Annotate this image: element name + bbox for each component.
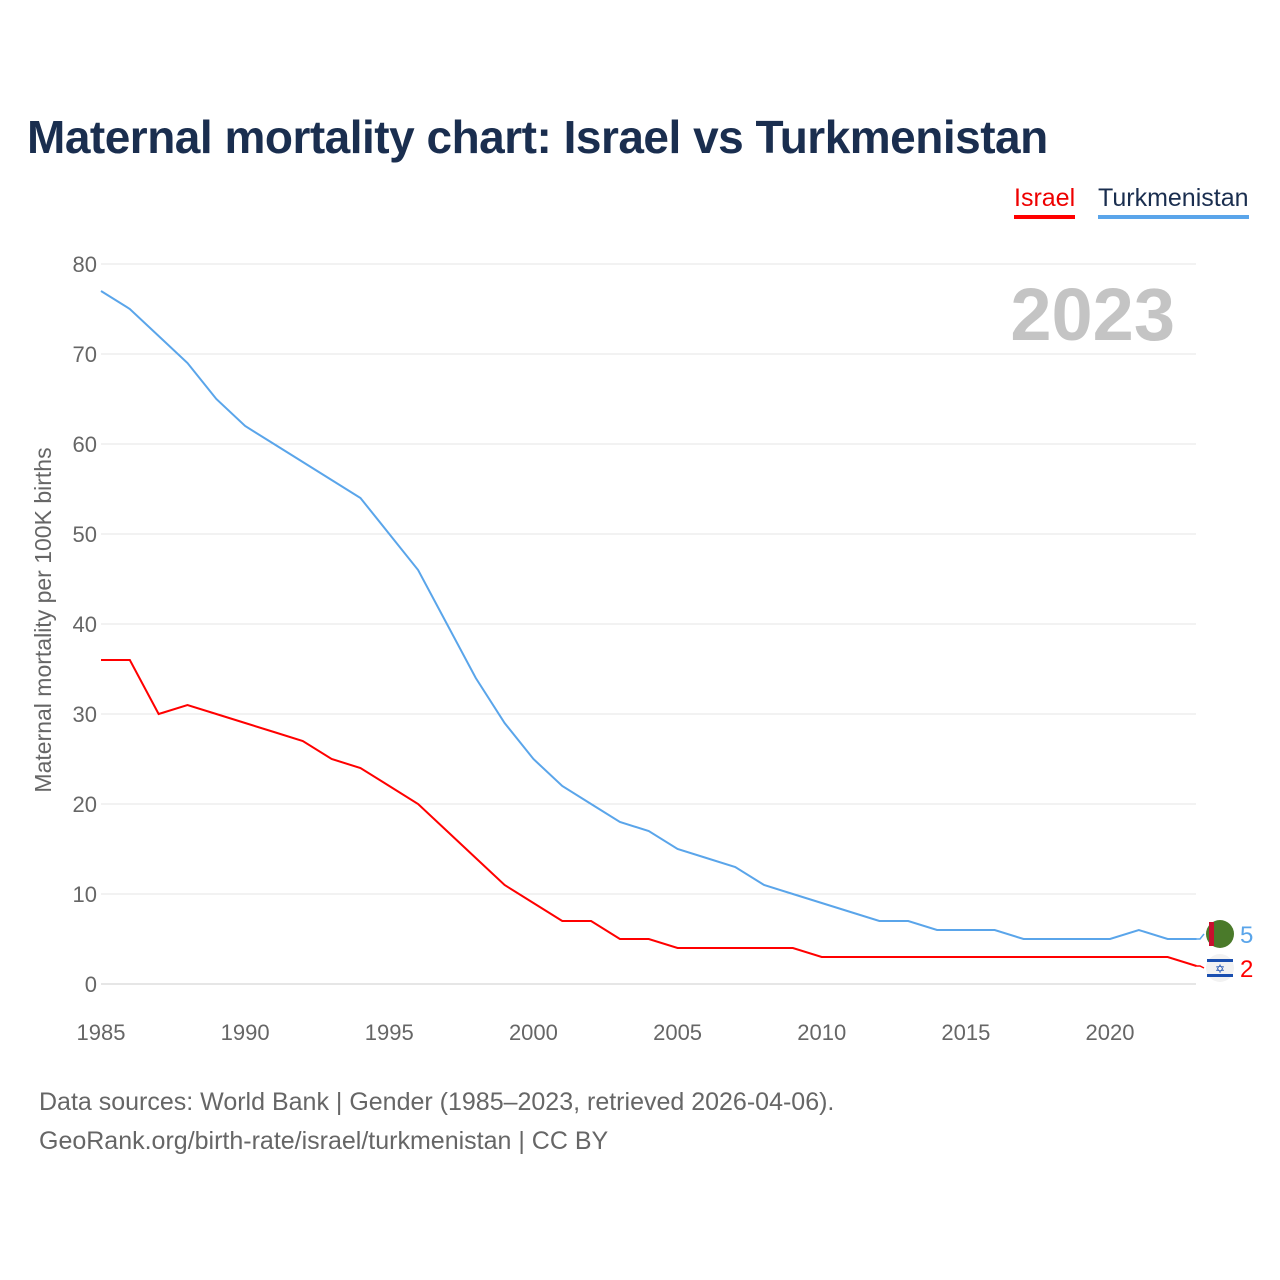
x-tick-label: 1990 [221, 1020, 270, 1045]
chart-title: Maternal mortality chart: Israel vs Turk… [27, 111, 1048, 163]
y-tick-label: 30 [73, 702, 97, 727]
y-axis-label: Maternal mortality per 100K births [30, 447, 56, 792]
flag-stripe [1209, 922, 1214, 946]
x-tick-label: 2020 [1086, 1020, 1135, 1045]
y-tick-label: 70 [73, 342, 97, 367]
legend-turkmenistan[interactable]: Turkmenistan [1098, 184, 1249, 219]
y-tick-label: 20 [73, 792, 97, 817]
y-tick-label: 60 [73, 432, 97, 457]
end-value-label: 5 [1240, 922, 1253, 949]
footer-sources: Data sources: World Bank | Gender (1985–… [39, 1088, 835, 1116]
series-line-turkmenistan [100, 290, 1197, 940]
y-tick-label: 0 [85, 972, 97, 997]
y-tick-label: 80 [73, 252, 97, 277]
y-tick-label: 10 [73, 882, 97, 907]
flag-stripe [1207, 959, 1233, 962]
legend-israel[interactable]: Israel [1014, 184, 1076, 219]
x-tick-label: 2000 [509, 1020, 558, 1045]
y-tick-label: 50 [73, 522, 97, 547]
x-tick-label: 2015 [941, 1020, 990, 1045]
end-value-label: 2 [1240, 956, 1253, 983]
x-tick-label: 2005 [653, 1020, 702, 1045]
end-connector [1196, 933, 1205, 940]
end-connector [1196, 965, 1205, 969]
footer-link[interactable]: GeoRank.org/birth-rate/israel/turkmenist… [39, 1127, 609, 1155]
x-tick-label: 2010 [797, 1020, 846, 1045]
star-of-david-icon: ✡ [1215, 962, 1225, 976]
series-line-israel [101, 659, 1197, 967]
year-watermark: 2023 [1010, 273, 1175, 356]
flag-stripe [1207, 974, 1233, 977]
y-tick-label: 40 [73, 612, 97, 637]
x-tick-label: 1985 [77, 1020, 126, 1045]
x-tick-label: 1995 [365, 1020, 414, 1045]
